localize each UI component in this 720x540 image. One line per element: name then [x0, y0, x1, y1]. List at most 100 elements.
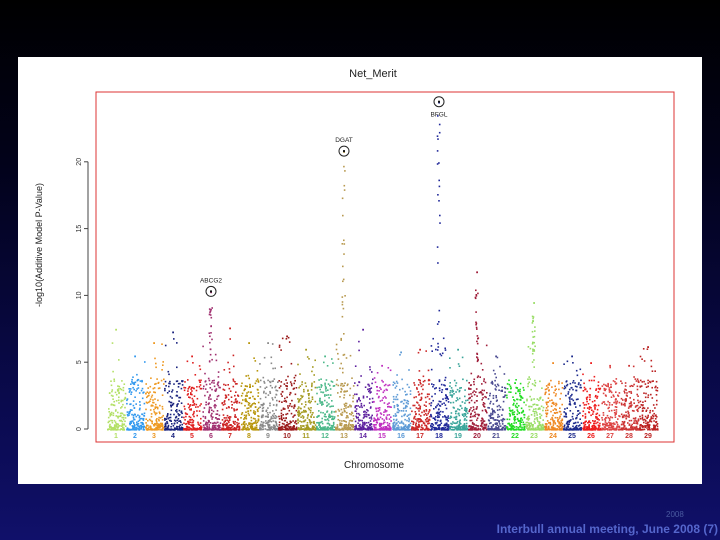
snp-point: [382, 426, 385, 428]
snp-point: [491, 382, 494, 384]
snp-point: [325, 394, 328, 396]
snp-point: [218, 386, 220, 389]
snp-point: [180, 411, 183, 413]
snp-point: [199, 368, 202, 371]
snp-point: [289, 422, 291, 425]
snp-point: [293, 387, 295, 390]
snp-point: [351, 425, 354, 428]
snp-point: [639, 406, 641, 408]
snp-point: [118, 385, 121, 388]
snp-point: [304, 419, 307, 421]
snp-point: [627, 415, 629, 418]
snp-point: [413, 421, 415, 424]
snp-point: [171, 428, 174, 431]
snp-point: [534, 429, 537, 431]
snp-point: [281, 427, 283, 430]
snp-point: [132, 383, 135, 385]
snp-point: [615, 406, 618, 408]
snp-point: [349, 404, 351, 406]
snp-point: [122, 386, 125, 389]
snp-point: [199, 428, 201, 431]
snp-point: [259, 397, 262, 400]
snp-point: [216, 383, 219, 386]
snp-point: [329, 394, 332, 396]
snp-point: [555, 404, 557, 407]
snp-point: [306, 425, 308, 428]
snp-point: [541, 424, 543, 426]
snp-point: [461, 429, 464, 431]
snp-point: [411, 420, 413, 423]
snp-point: [423, 422, 426, 425]
snp-point: [132, 420, 134, 422]
snp-point: [459, 419, 461, 421]
snp-point: [328, 397, 330, 399]
snp-point: [136, 388, 138, 390]
snp-point: [330, 424, 333, 427]
snp-point: [527, 385, 529, 388]
snp-point: [633, 426, 636, 429]
snp-point: [195, 403, 198, 406]
snp-point: [452, 401, 455, 404]
snp-point: [601, 419, 604, 421]
snp-point: [542, 427, 545, 429]
snp-point: [354, 406, 356, 409]
snp-point: [355, 415, 357, 418]
snp-point: [342, 307, 345, 310]
snp-point: [555, 409, 557, 411]
snp-point: [583, 386, 586, 389]
snp-point: [196, 427, 199, 430]
snp-point: [560, 413, 562, 416]
snp-point: [501, 414, 503, 416]
snp-point: [392, 401, 395, 403]
snp-point: [468, 388, 470, 390]
snp-point: [169, 395, 172, 398]
snp-point: [565, 428, 567, 431]
snp-point: [477, 427, 480, 430]
snp-point: [379, 412, 382, 414]
snp-point: [211, 409, 213, 411]
snp-point: [414, 415, 416, 418]
snp-point: [140, 421, 142, 424]
snp-point: [341, 296, 344, 298]
snp-point: [601, 402, 603, 405]
snp-point: [577, 410, 580, 412]
snp-point: [582, 402, 585, 404]
snp-point: [615, 421, 618, 423]
snp-point: [408, 418, 411, 421]
snp-point: [572, 412, 574, 415]
snp-point: [530, 414, 533, 416]
snp-point: [418, 410, 420, 412]
snp-point: [161, 425, 164, 428]
snp-point: [227, 420, 230, 422]
snp-point: [111, 421, 114, 424]
snp-point: [434, 426, 436, 429]
snp-point: [318, 379, 320, 381]
snp-point: [454, 384, 457, 387]
snp-point: [444, 397, 447, 400]
snp-point: [110, 394, 113, 397]
snp-point: [170, 401, 173, 404]
snp-point: [343, 189, 346, 191]
snp-point: [363, 414, 365, 416]
snp-point: [633, 428, 635, 430]
snp-point: [588, 379, 591, 382]
snp-point: [495, 385, 498, 388]
snp-point: [208, 396, 210, 399]
snp-peak-point: [381, 364, 383, 367]
snp-point: [387, 384, 389, 387]
snp-point: [542, 406, 545, 409]
snp-point: [475, 424, 477, 426]
snp-point: [438, 379, 441, 381]
snp-point: [305, 424, 308, 427]
snp-point: [546, 403, 548, 406]
snp-point: [434, 428, 436, 431]
snp-point: [273, 424, 276, 427]
snp-point: [293, 426, 295, 428]
snp-point: [411, 427, 413, 430]
snp-point: [374, 381, 377, 384]
snp-point: [141, 413, 144, 416]
snp-point: [293, 382, 295, 385]
snp-point: [154, 413, 157, 416]
snp-point: [609, 423, 611, 425]
snp-point: [156, 406, 159, 409]
